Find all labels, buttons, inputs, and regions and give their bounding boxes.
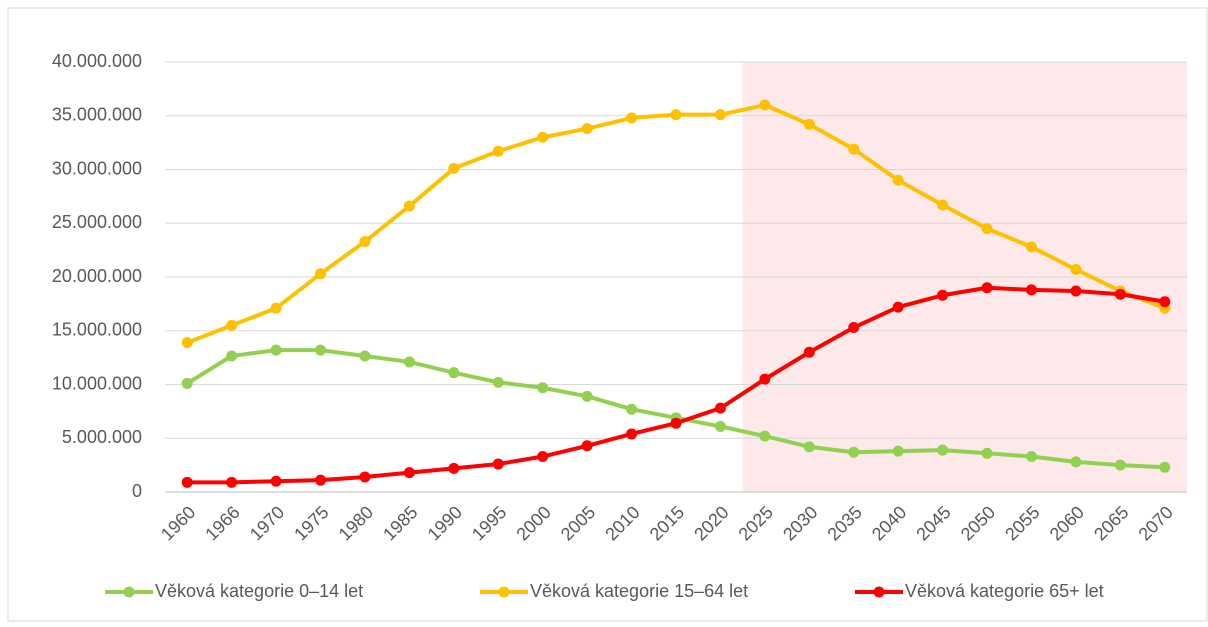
data-point	[448, 462, 460, 474]
data-point	[270, 475, 282, 487]
data-point	[1159, 296, 1171, 308]
data-point	[226, 319, 238, 331]
data-point	[1159, 461, 1171, 473]
data-point	[403, 467, 415, 479]
data-point	[626, 403, 638, 415]
data-point	[359, 471, 371, 483]
data-point	[892, 301, 904, 313]
data-point	[759, 430, 771, 442]
data-point	[803, 346, 815, 358]
data-point	[270, 344, 282, 356]
data-point	[359, 236, 371, 248]
data-point	[403, 200, 415, 212]
data-point	[403, 356, 415, 368]
y-tick-label: 40.000.000	[52, 51, 142, 71]
data-point	[892, 174, 904, 186]
data-point	[626, 428, 638, 440]
data-point	[937, 199, 949, 211]
data-point	[803, 441, 815, 453]
data-point	[270, 302, 282, 314]
data-point	[492, 458, 504, 470]
data-point	[848, 446, 860, 458]
legend-label: Věková kategorie 15–64 let	[530, 581, 748, 601]
data-point	[448, 162, 460, 174]
data-point	[937, 444, 949, 456]
y-tick-label: 5.000.000	[62, 427, 142, 447]
data-point	[181, 337, 193, 349]
data-point	[759, 373, 771, 385]
legend-label: Věková kategorie 0–14 let	[155, 581, 363, 601]
data-point	[315, 268, 327, 280]
data-point	[315, 344, 327, 356]
data-point	[492, 145, 504, 157]
data-point	[226, 476, 238, 488]
data-point	[1025, 284, 1037, 296]
y-tick-label: 30.000.000	[52, 158, 142, 178]
data-point	[537, 382, 549, 394]
data-point	[803, 118, 815, 130]
data-point	[315, 474, 327, 486]
data-point	[981, 223, 993, 235]
data-point	[670, 417, 682, 429]
data-point	[1070, 263, 1082, 275]
data-point	[981, 282, 993, 294]
data-point	[848, 322, 860, 334]
data-point	[937, 289, 949, 301]
legend-label: Věková kategorie 65+ let	[905, 581, 1104, 601]
data-point	[181, 377, 193, 389]
legend-marker	[123, 586, 135, 598]
legend-marker	[498, 586, 510, 598]
data-point	[581, 123, 593, 135]
data-point	[226, 350, 238, 362]
y-tick-label: 15.000.000	[52, 320, 142, 340]
data-point	[626, 112, 638, 124]
data-point	[537, 131, 549, 143]
data-point	[1070, 456, 1082, 468]
data-point	[714, 420, 726, 432]
legend-marker	[873, 586, 885, 598]
data-point	[581, 440, 593, 452]
y-tick-label: 35.000.000	[52, 105, 142, 125]
data-point	[581, 390, 593, 402]
data-point	[1025, 241, 1037, 253]
data-point	[759, 99, 771, 111]
data-point	[981, 447, 993, 459]
data-point	[448, 367, 460, 379]
data-point	[537, 451, 549, 463]
data-point	[359, 350, 371, 362]
y-tick-label: 25.000.000	[52, 212, 142, 232]
data-point	[714, 402, 726, 414]
data-point	[181, 476, 193, 488]
data-point	[1025, 451, 1037, 463]
data-point	[848, 143, 860, 155]
data-point	[892, 445, 904, 457]
y-tick-label: 20.000.000	[52, 266, 142, 286]
data-point	[670, 109, 682, 121]
y-tick-label: 10.000.000	[52, 373, 142, 393]
data-point	[714, 109, 726, 121]
data-point	[492, 376, 504, 388]
data-point	[1070, 285, 1082, 297]
data-point	[1114, 459, 1126, 471]
y-tick-label: 0	[132, 481, 142, 501]
data-point	[1114, 288, 1126, 300]
